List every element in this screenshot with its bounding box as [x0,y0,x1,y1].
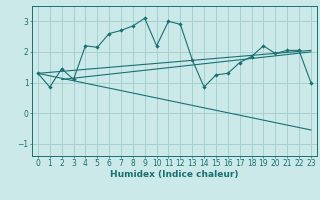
X-axis label: Humidex (Indice chaleur): Humidex (Indice chaleur) [110,170,239,179]
